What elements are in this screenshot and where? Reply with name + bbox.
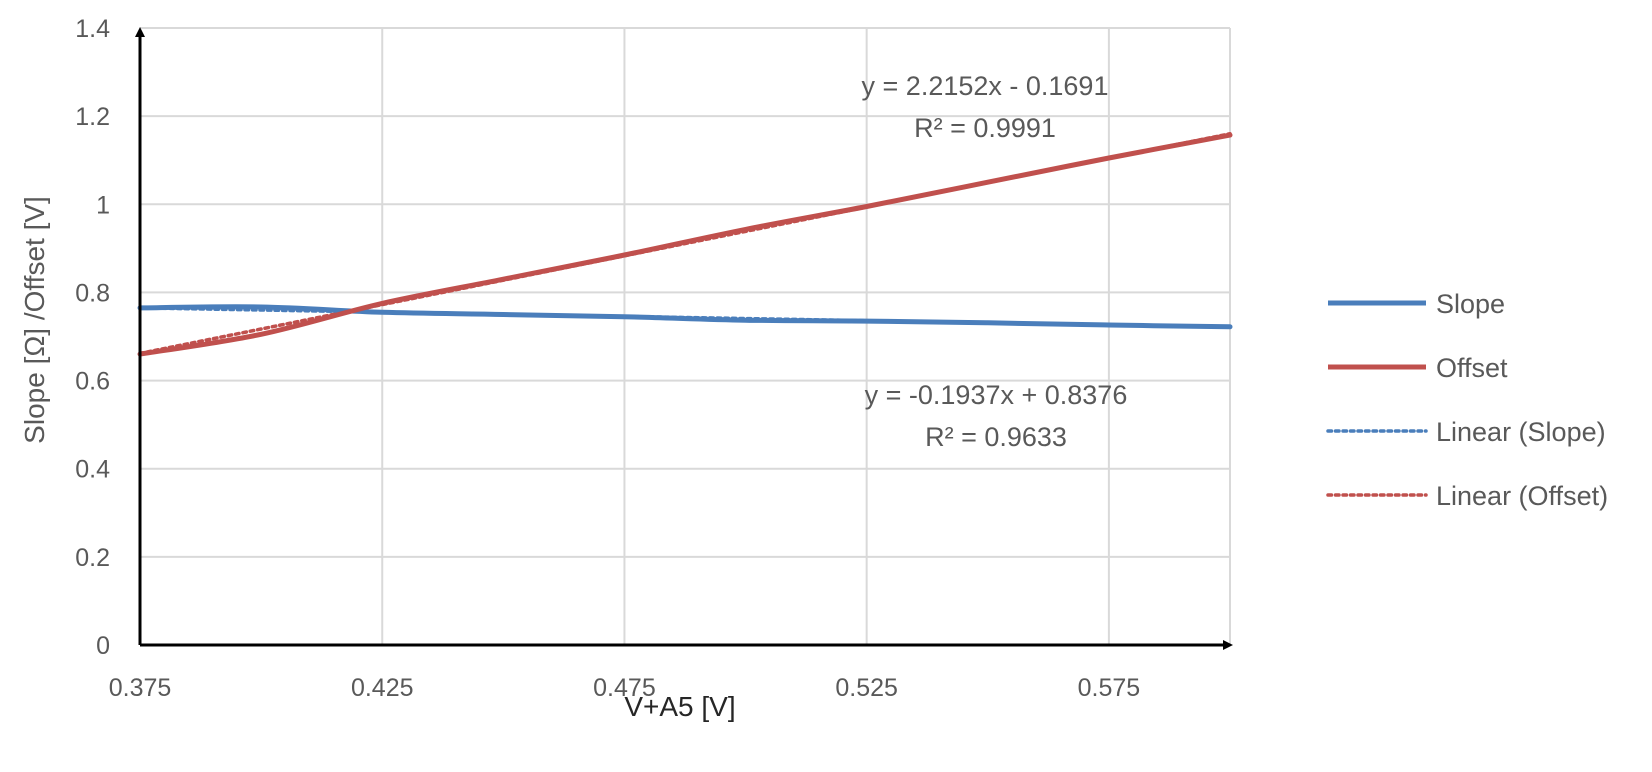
legend-label-linear-offset: Linear (Offset) xyxy=(1436,481,1608,511)
legend-label-linear-slope: Linear (Slope) xyxy=(1436,417,1606,447)
offset-trend-r2: R² = 0.9991 xyxy=(914,113,1056,143)
series-line-offset xyxy=(137,132,1233,357)
y-tick-label: 1.2 xyxy=(75,103,110,131)
data-series xyxy=(137,132,1233,357)
y-tick-label: 1.4 xyxy=(75,15,110,43)
slope-trend-equation: y = -0.1937x + 0.8376 xyxy=(865,380,1128,410)
x-axis-title: V+A5 [V] xyxy=(624,691,735,722)
y-tick-labels: 0 0.2 0.4 0.6 0.8 1 1.2 1.4 xyxy=(75,15,110,660)
y-axis-title: Slope [Ω] /Offset [V] xyxy=(19,196,50,444)
x-tick-labels: 0.375 0.425 0.475 0.525 0.575 xyxy=(109,674,1140,702)
y-tick-label: 0.4 xyxy=(75,456,110,484)
x-tick-label: 0.425 xyxy=(351,674,414,702)
x-tick-label: 0.575 xyxy=(1078,674,1141,702)
y-tick-label: 0.2 xyxy=(75,544,110,572)
slope-trend-r2: R² = 0.9633 xyxy=(925,422,1067,452)
gridlines xyxy=(140,27,1231,645)
legend: Slope Offset Linear (Slope) Linear (Offs… xyxy=(1326,289,1608,511)
legend-label-offset: Offset xyxy=(1436,353,1508,383)
y-tick-label: 0.8 xyxy=(75,279,110,307)
y-tick-label: 0 xyxy=(96,632,110,660)
offset-trend-equation: y = 2.2152x - 0.1691 xyxy=(862,71,1109,101)
legend-label-slope: Slope xyxy=(1436,289,1505,319)
x-tick-label: 0.375 xyxy=(109,674,172,702)
axes xyxy=(135,27,1233,650)
x-tick-label: 0.475 xyxy=(593,674,656,702)
y-tick-label: 0.6 xyxy=(75,368,110,396)
x-tick-label: 0.525 xyxy=(835,674,898,702)
series-line-slope xyxy=(137,304,1233,330)
y-tick-label: 1 xyxy=(96,191,110,219)
